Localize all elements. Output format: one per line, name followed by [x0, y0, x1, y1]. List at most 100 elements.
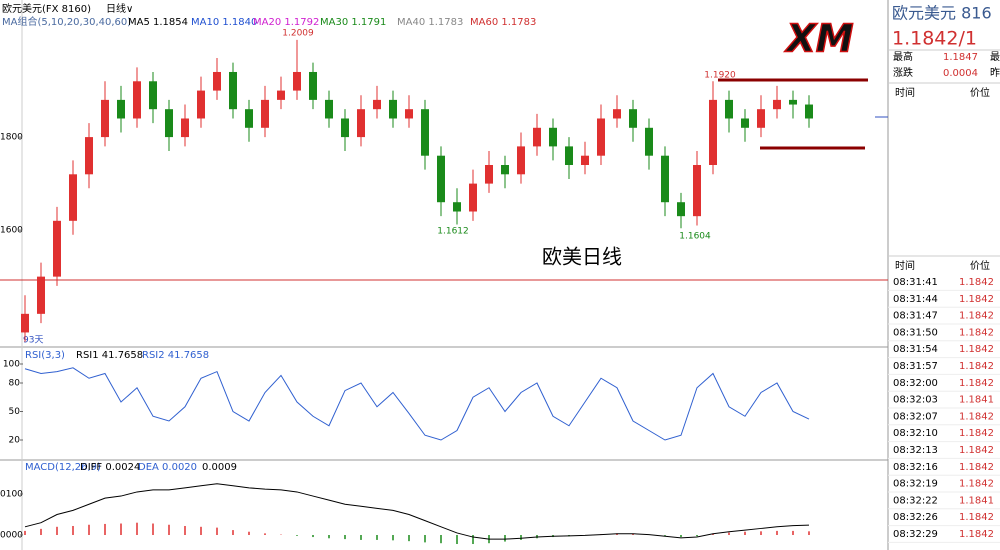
macd-legend: 0.0009	[202, 462, 237, 473]
y-tick-label: 50	[9, 407, 21, 417]
y-tick-label: 0000	[0, 531, 23, 541]
candle-body	[85, 137, 93, 175]
candle-body	[149, 81, 157, 110]
side-value: 0.0004	[943, 68, 978, 79]
tick-price: 1.1842	[959, 327, 994, 338]
tick-time: 08:32:07	[893, 411, 938, 422]
candle-body	[181, 118, 189, 138]
candle-body	[517, 146, 525, 175]
tick-price: 1.1842	[959, 361, 994, 372]
candle-body	[405, 109, 413, 119]
tick-time: 08:32:19	[893, 479, 938, 490]
candle-body	[757, 109, 765, 128]
candle-body	[709, 99, 717, 165]
side-header: 价位	[970, 86, 990, 99]
candle-body	[421, 109, 429, 156]
candle-body	[773, 99, 781, 110]
tick-time: 08:31:54	[893, 344, 938, 355]
candle-body	[629, 109, 637, 128]
candle-body	[293, 71, 301, 91]
rsi-legend: RSI1 41.7658	[76, 350, 143, 361]
tick-time: 08:32:16	[893, 462, 938, 473]
tick-price: 1.1842	[959, 294, 994, 305]
macd-plot	[24, 483, 810, 545]
candle-body	[373, 99, 381, 110]
tick-time: 08:32:03	[893, 395, 938, 406]
y-tick-label: 80	[9, 379, 21, 389]
candle-body	[165, 109, 173, 138]
tick-price: 1.1842	[959, 462, 994, 473]
candle-body	[437, 155, 445, 203]
candle-body	[645, 127, 653, 156]
candle-body	[677, 202, 685, 217]
side-title: 欧元美元 816	[892, 4, 992, 23]
candle-body	[469, 183, 477, 212]
candle-body	[277, 90, 285, 100]
side-price: 1.1842/1	[892, 28, 977, 50]
diff-line	[24, 483, 810, 540]
legend-ma30: MA30 1.1791	[320, 17, 386, 28]
candle-body	[69, 174, 77, 221]
candle-body	[501, 165, 509, 175]
candle-body	[309, 71, 317, 100]
side-label: 涨跌	[893, 66, 913, 79]
candle-body	[53, 220, 61, 277]
period[interactable]: 日线∨	[106, 2, 133, 15]
legend-group: MA组合(5,10,20,30,40,60)	[2, 15, 131, 28]
annotation: 1.1612	[437, 227, 469, 237]
tick-time: 08:31:57	[893, 361, 938, 372]
annotation: 93天	[23, 336, 43, 346]
side-value: 1.1847	[943, 52, 978, 63]
legend-ma10: MA10 1.1840	[191, 17, 257, 28]
logo: XM	[784, 17, 853, 61]
candle-body	[229, 71, 237, 110]
candle-body	[101, 99, 109, 138]
tick-price: 1.1842	[959, 479, 994, 490]
candle-body	[693, 165, 701, 217]
candle-body	[789, 99, 797, 105]
candle-body	[565, 146, 573, 165]
rsi-title: RSI(3,3)	[25, 350, 65, 361]
candle-body	[261, 99, 269, 128]
macd-legend: DEA 0.0020	[138, 462, 197, 473]
tick-price: 1.1842	[959, 344, 994, 355]
y-tick-label: 20	[9, 436, 21, 446]
tick-time: 08:32:00	[893, 378, 938, 389]
candle-body	[549, 127, 557, 147]
candle-body	[597, 118, 605, 156]
legend-ma60: MA60 1.1783	[470, 17, 536, 28]
candle-body	[453, 202, 461, 212]
tick-time: 08:32:22	[893, 495, 938, 506]
tick-price: 1.1842	[959, 529, 994, 540]
candle-body	[485, 165, 493, 184]
tick-time: 08:32:10	[893, 428, 938, 439]
tick-time: 08:32:29	[893, 529, 938, 540]
candles	[21, 39, 813, 342]
tick-price: 1.1842	[959, 411, 994, 422]
tick-time: 08:31:44	[893, 294, 938, 305]
side-header: 时间	[895, 259, 915, 272]
tick-price: 1.1842	[959, 428, 994, 439]
candle-body	[37, 276, 45, 314]
candle-body	[613, 109, 621, 119]
candle-body	[133, 81, 141, 119]
macd-title: MACD(12,26,9)	[25, 462, 101, 473]
side-label: 昨	[990, 67, 1000, 79]
candle-body	[741, 118, 749, 128]
candle-body	[325, 99, 333, 119]
legend-ma40: MA40 1.1783	[397, 17, 463, 28]
y-tick-label: 1600	[0, 226, 23, 236]
tick-price: 1.1841	[959, 395, 994, 406]
annotation: 1.1920	[704, 71, 736, 81]
symbol: 欧元美元(FX 8160)	[2, 2, 91, 15]
tick-time: 08:31:47	[893, 311, 938, 322]
annotation: 1.2009	[282, 29, 314, 39]
candle-body	[581, 155, 589, 165]
tick-price: 1.1841	[959, 495, 994, 506]
side-header: 价位	[970, 259, 990, 272]
tick-price: 1.1842	[959, 311, 994, 322]
candle-body	[661, 155, 669, 203]
candle-body	[245, 109, 253, 128]
tick-price: 1.1842	[959, 512, 994, 523]
